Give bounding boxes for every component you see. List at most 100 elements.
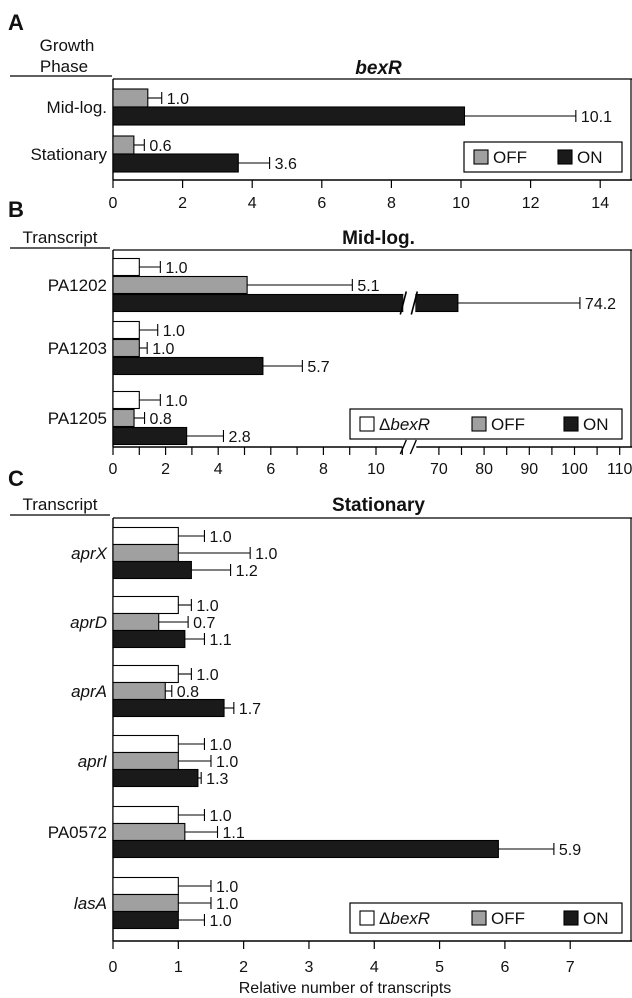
panel-c-x-tick-label: 3 — [304, 959, 313, 976]
panel-a-x-tick-label: 2 — [178, 195, 187, 212]
panel-c-value-label: 1.2 — [236, 563, 258, 580]
panel-c-bar — [112, 751, 179, 771]
panel-b-category-label: PA1205 — [48, 409, 107, 428]
panel-b-legend-label-delta: Δ — [379, 415, 390, 434]
panel-b-x-tick-label: 10 — [367, 461, 385, 478]
panel-c-legend-label-gene: bexR — [390, 909, 430, 928]
panel-b-x-tick-label: 2 — [161, 461, 170, 478]
panel-b-legend-label: ΔbexR — [379, 415, 430, 434]
panel-c-value-label: 1.0 — [255, 546, 277, 563]
panel-c-value-label: 1.3 — [206, 771, 228, 788]
panel-b-value-label: 1.0 — [152, 341, 174, 358]
panel-b-bar — [112, 426, 188, 446]
panel-c-category-label: aprA — [71, 682, 107, 701]
panel-c-bar — [112, 734, 179, 754]
panel-a-x-tick-label: 8 — [387, 195, 396, 212]
panel-a-value-label: 1.0 — [167, 91, 189, 108]
panel-a-bar — [112, 106, 466, 126]
panel-b-legend-swatch — [471, 416, 487, 432]
panel-c-value-label: 1.0 — [196, 598, 218, 615]
panel-c-bar — [112, 910, 179, 930]
panel-a-bar — [112, 88, 149, 108]
panel-c-bar — [112, 595, 179, 615]
panel-b-bar — [112, 338, 140, 358]
panel-c-x-tick-label: 0 — [109, 959, 118, 976]
panel-b-x-tick-label: 110 — [607, 461, 632, 478]
panel-b-value-label: 74.2 — [585, 296, 616, 313]
panel-b-x-tick-label: 100 — [561, 461, 588, 478]
panel-b-category-label: PA1202 — [48, 276, 107, 295]
panel-c-category-label: aprD — [70, 613, 107, 632]
panel-c-x-tick-label: 2 — [239, 959, 248, 976]
panel-b-x-tick-label: 6 — [266, 461, 275, 478]
panel-a-header-line: Growth — [40, 36, 95, 55]
panel-c-value-label: 1.1 — [209, 632, 231, 649]
panel-b-bar — [112, 356, 264, 376]
panel-a-x-tick-label: 4 — [248, 195, 257, 212]
panel-c-legend-label: ΔbexR — [379, 909, 430, 928]
panel-c-value-label: 1.7 — [239, 701, 261, 718]
panel-c-value-label: 0.7 — [193, 615, 215, 632]
panel-c-legend-label: ON — [583, 909, 609, 928]
panel-b-bar-break-mark — [399, 291, 408, 315]
panel-b-x-tick-label: 0 — [109, 461, 118, 478]
panel-b-value-label: 2.8 — [228, 429, 250, 446]
panel-c-value-label: 1.0 — [209, 913, 231, 930]
panel-c-value-label: 1.0 — [196, 667, 218, 684]
panel-a-value-label: 10.1 — [581, 109, 612, 126]
panel-a-x-tick-label: 10 — [452, 195, 470, 212]
panel-c-bar — [112, 839, 499, 859]
panel-c-x-axis-label: Relative number of transcripts — [239, 980, 452, 997]
panel-b-value-label: 0.8 — [150, 411, 172, 428]
panel-c-x-tick-label: 5 — [435, 959, 444, 976]
panel-a-legend — [463, 141, 623, 173]
panel-c-bar — [112, 822, 186, 842]
panel-b-axis-break-mark — [409, 439, 417, 455]
panel-c-x-tick-label: 1 — [174, 959, 183, 976]
panel-c-category-label: aprX — [71, 544, 108, 563]
panel-c-value-label: 1.0 — [209, 808, 231, 825]
panel-b-bar — [112, 320, 140, 340]
panel-c-bar — [112, 629, 186, 649]
panel-b-legend-swatch — [563, 416, 579, 432]
panel-b-value-label: 5.1 — [357, 278, 379, 295]
panel-a-x-tick-label: 12 — [522, 195, 540, 212]
panel-b-legend-label-gene: bexR — [390, 415, 430, 434]
panel-b-x-tick-label: 70 — [430, 461, 448, 478]
panel-c-bar — [112, 698, 225, 718]
panel-c-bar — [112, 664, 179, 684]
panel-b-legend-swatch — [359, 416, 375, 432]
panel-c-value-label: 1.1 — [223, 825, 245, 842]
panel-a-category-label: Mid-log. — [47, 98, 107, 117]
panel-a-bar — [112, 153, 239, 173]
panel-c-value-label: 1.0 — [216, 879, 238, 896]
panel-b-value-label: 5.7 — [307, 359, 329, 376]
panel-c-legend-swatch — [471, 910, 487, 926]
panel-b-letter: B — [8, 197, 24, 222]
panel-a-x-tick-label: 0 — [109, 195, 118, 212]
panel-a-bar — [112, 135, 135, 155]
panel-a-legend-label: OFF — [493, 148, 527, 167]
panel-c-legend-label-delta: Δ — [379, 909, 390, 928]
panel-c-bar — [112, 893, 179, 913]
panel-b-x-tick-label: 8 — [319, 461, 328, 478]
panel-b-bar — [112, 390, 140, 410]
panel-c-bar — [112, 681, 166, 701]
panel-b-header-line: Transcript — [23, 228, 98, 247]
panel-c-category-label: lasA — [74, 894, 107, 913]
panel-c-value-label: 1.0 — [209, 737, 231, 754]
panel-a-x-tick-label: 14 — [591, 195, 609, 212]
panel-b-bar-break-mark — [410, 291, 419, 315]
panel-a-legend-swatch — [557, 149, 573, 165]
panel-a-x-tick-label: 6 — [317, 195, 326, 212]
panel-b-x-tick-label: 80 — [475, 461, 493, 478]
panel-a-letter: A — [8, 10, 24, 35]
panel-c-bar — [112, 805, 179, 825]
panel-b-bar — [112, 257, 140, 277]
panel-c-x-tick-label: 6 — [500, 959, 509, 976]
panel-a-legend-label: ON — [577, 148, 603, 167]
panel-b-title: Mid-log. — [342, 228, 415, 249]
panel-b-legend-label: OFF — [491, 415, 525, 434]
panel-c-value-label: 1.0 — [209, 529, 231, 546]
